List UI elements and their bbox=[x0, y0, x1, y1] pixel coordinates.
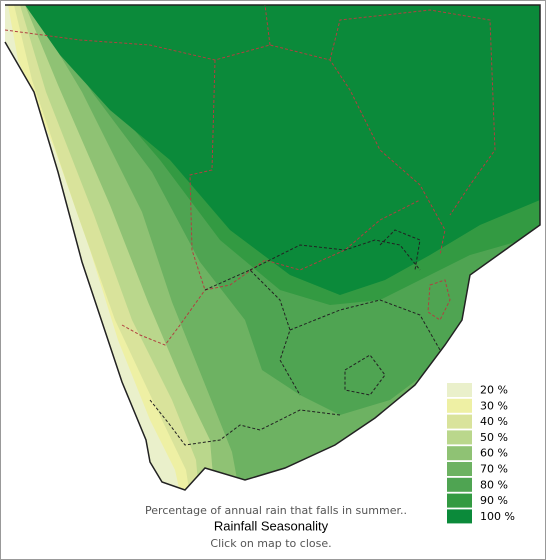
legend-swatch bbox=[447, 509, 472, 524]
instruction: Click on map to close. bbox=[210, 537, 331, 550]
legend-label: 40 % bbox=[480, 415, 508, 428]
legend-swatch bbox=[447, 462, 472, 476]
country-borders bbox=[4, 4, 496, 346]
coastline bbox=[4, 4, 541, 491]
legend-swatch bbox=[447, 430, 472, 445]
legend-label: 90 % bbox=[480, 494, 508, 507]
legend-swatch bbox=[447, 398, 472, 413]
legend-swatch bbox=[447, 414, 472, 429]
legend-label: 20 % bbox=[480, 384, 508, 397]
caption: Percentage of annual rain that falls in … bbox=[145, 504, 407, 517]
legend-label: 80 % bbox=[480, 478, 508, 491]
legend-swatch bbox=[447, 477, 472, 492]
legend-label: 100 % bbox=[480, 510, 515, 523]
province-borders bbox=[149, 229, 441, 446]
legend-swatch bbox=[447, 383, 472, 397]
region-100 bbox=[25, 5, 540, 295]
legend-label: 30 % bbox=[480, 399, 508, 412]
title: Rainfall Seasonality bbox=[214, 518, 329, 533]
legend-label: 50 % bbox=[480, 431, 508, 444]
legend: 20 % 30 % 40 % 50 % 60 % 70 % 80 % 90 % 100 % bbox=[447, 383, 515, 524]
legend-label: 70 % bbox=[480, 463, 508, 476]
legend-swatch bbox=[447, 493, 472, 508]
legend-label: 60 % bbox=[480, 447, 508, 460]
legend-swatch bbox=[447, 446, 472, 461]
